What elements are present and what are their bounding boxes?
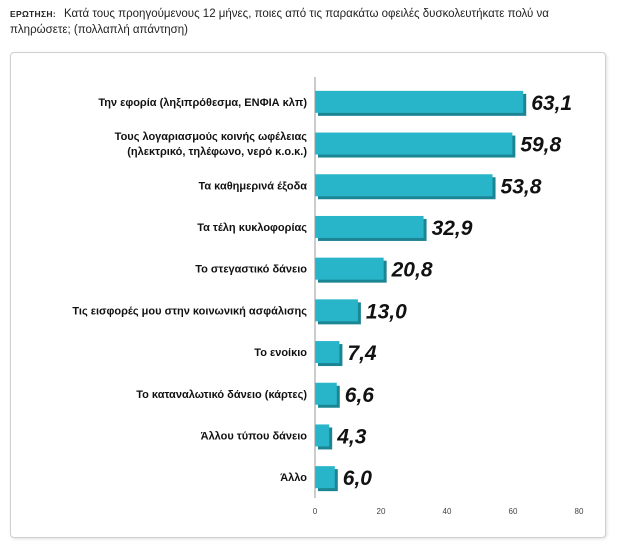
category-label: Τους λογαριασμούς κοινής ωφέλειας <box>115 131 308 143</box>
category-label: Το καταναλωτικό δάνειο (κάρτες) <box>136 389 307 401</box>
bar <box>315 341 340 364</box>
category-label: Τα τέλη κυκλοφορίας <box>197 222 307 234</box>
bar <box>315 424 330 447</box>
value-label: 59,8 <box>520 134 561 157</box>
question-label: ΕΡΩΤΗΣΗ: <box>10 9 56 19</box>
category-label: Άλλο <box>280 472 307 484</box>
bar <box>315 299 358 322</box>
x-tick-label: 60 <box>509 507 518 516</box>
chart-frame: 63,1 Την εφορία (ληξιπρόθεσμα, ΕΝΦΙΑ κλπ)… <box>10 52 606 538</box>
category-label: Τις εισφορές μου στην κοινωνική ασφάλιση… <box>72 305 307 317</box>
x-tick-label: 80 <box>575 507 584 516</box>
bar <box>315 132 513 155</box>
category-label: Την εφορία (ληξιπρόθεσμα, ΕΝΦΙΑ κλπ) <box>98 97 307 109</box>
value-label: 13,0 <box>366 300 407 323</box>
survey-question: ΕΡΩΤΗΣΗ: Κατά τους προηγούμενους 12 μήνες… <box>10 6 610 38</box>
value-label: 4,3 <box>336 425 367 448</box>
value-label: 6,6 <box>345 384 375 407</box>
question-text: Κατά τους προηγούμενους 12 μήνες, ποιες … <box>10 8 549 36</box>
category-label: (ηλεκτρικό, τηλέφωνο, νερό κ.ο.κ.) <box>127 146 307 158</box>
bar <box>315 466 335 489</box>
bar <box>315 174 493 197</box>
value-label: 32,9 <box>432 217 473 240</box>
x-tick-label: 20 <box>377 507 386 516</box>
value-label: 7,4 <box>347 342 377 365</box>
bar <box>315 257 384 280</box>
value-label: 20,8 <box>391 259 433 282</box>
bar <box>315 215 424 238</box>
x-tick-label: 0 <box>313 507 318 516</box>
x-tick-label: 40 <box>443 507 452 516</box>
category-label: Το στεγαστικό δάνειο <box>195 264 307 276</box>
category-label: Τα καθημερινά έξοδα <box>198 180 307 192</box>
value-label: 63,1 <box>531 92 572 115</box>
bar <box>315 382 337 405</box>
category-label: Άλλου τύπου δάνειο <box>201 430 308 442</box>
value-label: 53,8 <box>501 175 542 198</box>
category-label: Το ενοίκιο <box>254 347 307 359</box>
value-label: 6,0 <box>343 467 373 490</box>
bar <box>315 90 524 113</box>
bar-chart: 63,1 Την εφορία (ληξιπρόθεσμα, ΕΝΦΙΑ κλπ)… <box>72 77 584 516</box>
